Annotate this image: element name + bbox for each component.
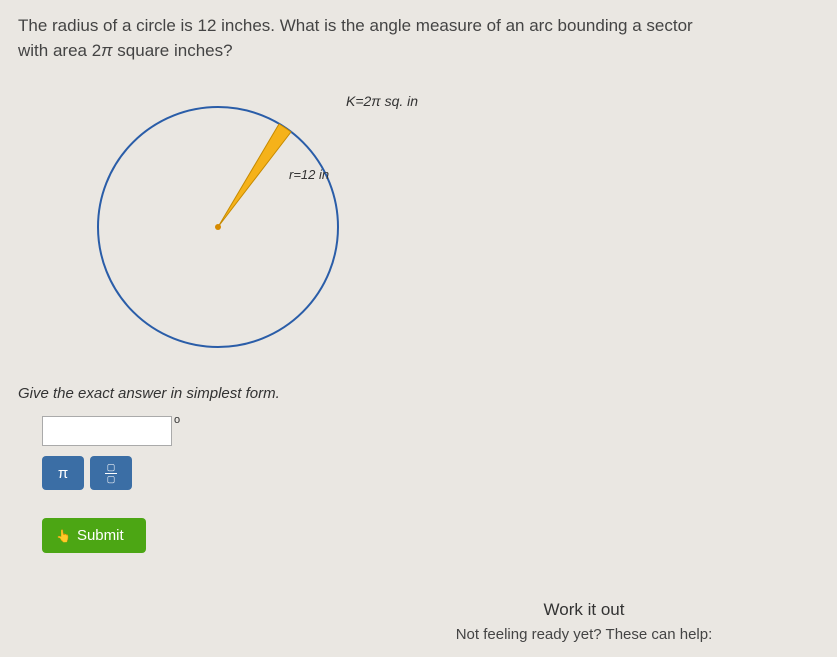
cursor-icon: 👆 bbox=[56, 529, 71, 543]
sector-area-label: K=2π sq. in bbox=[346, 93, 418, 109]
not-ready-text: Not feeling ready yet? These can help: bbox=[369, 626, 799, 643]
degree-symbol: o bbox=[174, 414, 180, 426]
answer-area: o π ▢ ▢ 👆 Submit bbox=[42, 416, 819, 553]
submit-button[interactable]: 👆 Submit bbox=[42, 518, 146, 553]
pi-tool-button[interactable]: π bbox=[42, 456, 84, 490]
question-line2-prefix: with area 2 bbox=[18, 41, 101, 60]
radius-label: r=12 in bbox=[289, 167, 329, 182]
question-line2-suffix: square inches? bbox=[113, 41, 233, 60]
work-it-out-heading: Work it out bbox=[369, 600, 799, 620]
angle-answer-input[interactable] bbox=[42, 416, 172, 446]
pi-icon: π bbox=[58, 465, 68, 482]
circle-figure: K=2π sq. in r=12 in bbox=[88, 87, 508, 367]
center-dot bbox=[215, 224, 221, 230]
question-line1: The radius of a circle is 12 inches. Wha… bbox=[18, 16, 693, 35]
footer-area: Work it out Not feeling ready yet? These… bbox=[369, 600, 799, 643]
pi-symbol: π bbox=[101, 41, 112, 60]
circle-svg bbox=[88, 87, 508, 367]
submit-label: Submit bbox=[77, 527, 124, 544]
question-text: The radius of a circle is 12 inches. Wha… bbox=[18, 14, 819, 63]
fraction-tool-button[interactable]: ▢ ▢ bbox=[90, 456, 132, 490]
fraction-top: ▢ bbox=[107, 463, 116, 472]
fraction-icon: ▢ ▢ bbox=[105, 463, 117, 484]
instruction-text: Give the exact answer in simplest form. bbox=[18, 385, 819, 402]
sector-wedge bbox=[218, 124, 291, 227]
fraction-bottom: ▢ bbox=[107, 475, 116, 484]
